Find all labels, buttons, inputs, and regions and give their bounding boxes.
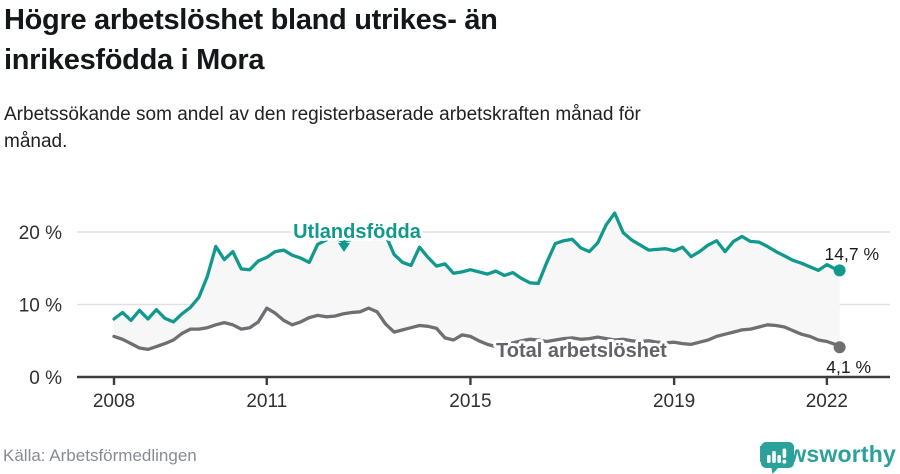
series-line-total xyxy=(112,306,842,352)
series-label-utlandsfodda: Utlandsfödda xyxy=(293,221,422,243)
x-axis-label-2022: 2022 xyxy=(806,391,848,412)
band-between-series xyxy=(114,213,840,350)
y-axis-label-10: 10 % xyxy=(19,296,62,317)
chart-header: Högre arbetslöshet bland utrikes- än inri… xyxy=(0,0,884,155)
chart-subtitle: Arbetssökande som andel av den registerb… xyxy=(4,101,884,155)
label-pointer-arrow-icon xyxy=(338,243,350,252)
end-value-label-total: 4,1 % xyxy=(826,357,871,377)
end-dot-total xyxy=(833,341,846,354)
series-line-utlandsfodda xyxy=(112,211,842,324)
end-value-label-utlandsfodda: 14,7 % xyxy=(825,244,879,264)
subtitle-line-1: Arbetssökande som andel av den registerb… xyxy=(4,104,641,125)
series-label-total: Total arbetslöshet xyxy=(496,340,667,362)
newsworthy-logo-icon xyxy=(760,442,794,474)
newsworthy-brand[interactable]: Newsworthy xyxy=(759,441,896,474)
x-axis-label-2019: 2019 xyxy=(653,391,695,412)
x-axis-label-2011: 2011 xyxy=(246,391,287,412)
y-axis-label-20: 20 % xyxy=(19,223,62,244)
source-note: Källa: Arbetsförmedlingen xyxy=(3,446,197,465)
title-line-2: inrikesfödda i Mora xyxy=(4,44,265,76)
x-axis-label-2015: 2015 xyxy=(449,391,491,412)
subtitle-line-2: månad. xyxy=(4,131,68,152)
x-axis-label-2008: 2008 xyxy=(93,391,135,412)
page-title: Högre arbetslöshet bland utrikes- än inri… xyxy=(4,0,884,80)
y-axis-label-0: 0 % xyxy=(29,368,62,389)
end-dot-utlandsfodda xyxy=(833,264,846,277)
title-line-1: Högre arbetslöshet bland utrikes- än xyxy=(4,4,498,36)
